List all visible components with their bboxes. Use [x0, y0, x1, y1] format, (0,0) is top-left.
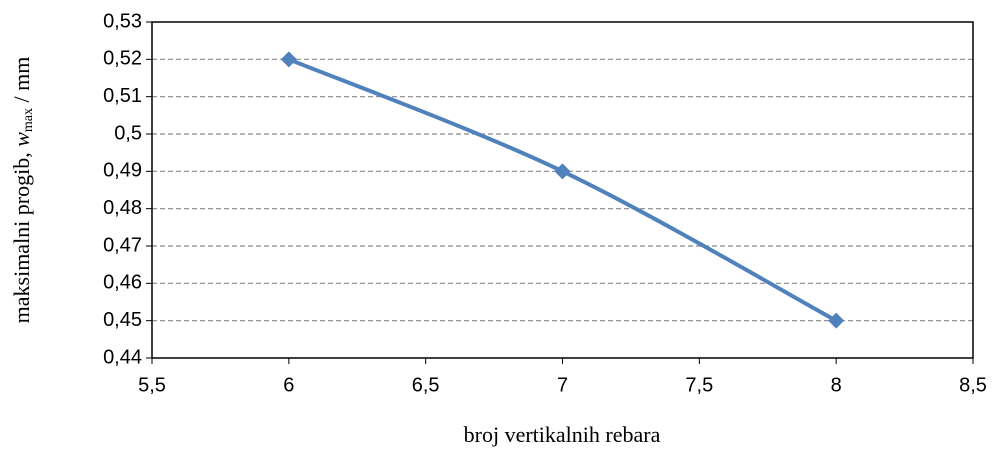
y-tick-label: 0,44 [103, 346, 142, 368]
x-tick-label: 7,5 [685, 374, 713, 396]
y-axis-label: maksimalni progib, wmax / mm [9, 57, 36, 324]
x-tick-label: 6,5 [412, 374, 440, 396]
y-tick-label: 0,46 [103, 272, 142, 294]
y-tick-label: 0,51 [103, 85, 142, 107]
y-tick-label: 0,53 [103, 10, 142, 32]
y-tick-label: 0,45 [103, 309, 142, 331]
y-tick-label: 0,5 [114, 122, 142, 144]
x-tick-label: 6 [283, 374, 294, 396]
marker [828, 312, 845, 329]
y-tick-label: 0,48 [103, 197, 142, 219]
y-tick-label: 0,49 [103, 160, 142, 182]
x-tick-label: 7 [557, 374, 568, 396]
y-label-text: maksimalni progib, [9, 147, 34, 324]
y-tick-label: 0,47 [103, 234, 142, 256]
y-label-unit: / mm [9, 57, 34, 108]
x-tick-label: 8 [831, 374, 842, 396]
x-tick-label: 8,5 [959, 374, 987, 396]
line [288, 57, 838, 323]
plot-border [151, 21, 974, 359]
marker [280, 51, 297, 68]
y-label-symbol: w [9, 132, 34, 147]
y-tick-label: 0,52 [103, 48, 142, 70]
marker [554, 163, 571, 180]
y-label-subscript: max [21, 108, 36, 132]
x-axis-label: broj vertikalnih rebara [464, 422, 661, 447]
x-tick-label: 5,5 [138, 374, 166, 396]
